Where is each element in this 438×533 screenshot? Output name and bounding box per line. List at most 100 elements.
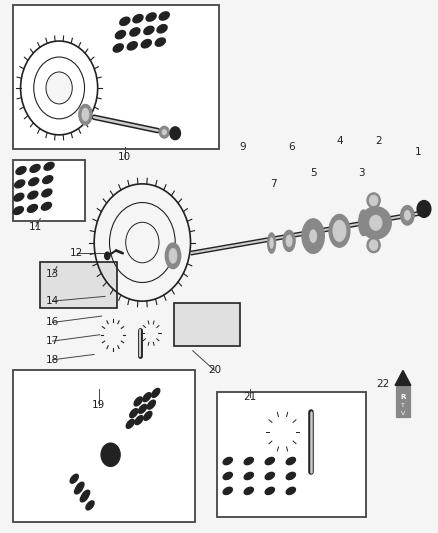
Ellipse shape xyxy=(223,457,233,465)
Text: 9: 9 xyxy=(240,142,247,151)
Ellipse shape xyxy=(76,482,84,491)
Ellipse shape xyxy=(157,25,167,33)
Ellipse shape xyxy=(367,238,380,253)
Ellipse shape xyxy=(82,108,89,121)
Ellipse shape xyxy=(86,501,94,510)
Circle shape xyxy=(126,222,159,263)
Text: 22: 22 xyxy=(377,379,390,389)
Ellipse shape xyxy=(265,487,275,495)
Ellipse shape xyxy=(265,472,275,480)
Text: 13: 13 xyxy=(46,270,59,279)
Ellipse shape xyxy=(42,203,51,210)
Text: T: T xyxy=(401,403,405,408)
Ellipse shape xyxy=(81,490,90,499)
Ellipse shape xyxy=(159,126,169,138)
Ellipse shape xyxy=(359,210,368,236)
Ellipse shape xyxy=(133,14,143,23)
Text: 6: 6 xyxy=(288,142,295,151)
Ellipse shape xyxy=(15,180,25,188)
Ellipse shape xyxy=(329,214,350,247)
Ellipse shape xyxy=(16,167,26,174)
Ellipse shape xyxy=(80,493,88,502)
Text: 20: 20 xyxy=(208,366,221,375)
Text: 12: 12 xyxy=(70,248,83,258)
Text: 3: 3 xyxy=(358,168,365,178)
Text: V: V xyxy=(401,410,405,416)
Ellipse shape xyxy=(29,178,39,185)
Ellipse shape xyxy=(74,485,83,494)
Bar xyxy=(217,392,366,517)
Ellipse shape xyxy=(120,17,130,26)
Circle shape xyxy=(101,443,120,466)
Ellipse shape xyxy=(113,44,124,52)
Bar xyxy=(13,160,85,221)
Ellipse shape xyxy=(360,207,391,239)
Ellipse shape xyxy=(138,405,147,414)
Ellipse shape xyxy=(367,193,380,208)
Ellipse shape xyxy=(134,397,142,406)
Circle shape xyxy=(46,72,72,104)
Circle shape xyxy=(369,195,378,206)
Ellipse shape xyxy=(286,235,292,247)
Ellipse shape xyxy=(105,252,110,260)
Ellipse shape xyxy=(147,400,155,409)
Ellipse shape xyxy=(286,487,296,495)
Ellipse shape xyxy=(152,389,160,398)
Text: 21: 21 xyxy=(243,392,256,402)
Bar xyxy=(174,303,240,346)
Text: 16: 16 xyxy=(46,318,59,327)
Ellipse shape xyxy=(127,42,138,50)
Ellipse shape xyxy=(286,457,296,465)
Text: 5: 5 xyxy=(310,168,317,178)
Ellipse shape xyxy=(144,26,154,35)
Text: R: R xyxy=(400,394,406,400)
Text: 14: 14 xyxy=(46,296,59,306)
Ellipse shape xyxy=(130,409,138,418)
Ellipse shape xyxy=(14,207,23,214)
Ellipse shape xyxy=(130,28,140,36)
Ellipse shape xyxy=(244,472,254,480)
Ellipse shape xyxy=(169,248,177,263)
Ellipse shape xyxy=(404,211,410,220)
Ellipse shape xyxy=(143,393,151,402)
Circle shape xyxy=(417,200,431,217)
Text: 18: 18 xyxy=(46,355,59,365)
Ellipse shape xyxy=(223,472,233,480)
Ellipse shape xyxy=(126,419,134,429)
Ellipse shape xyxy=(244,487,254,495)
Ellipse shape xyxy=(283,230,295,252)
Text: 4: 4 xyxy=(336,136,343,146)
Ellipse shape xyxy=(401,206,414,225)
Ellipse shape xyxy=(30,165,40,172)
Circle shape xyxy=(170,127,180,140)
Text: 10: 10 xyxy=(118,152,131,162)
Ellipse shape xyxy=(42,189,52,197)
Ellipse shape xyxy=(223,487,233,495)
Bar xyxy=(13,370,195,522)
Ellipse shape xyxy=(270,238,273,248)
Ellipse shape xyxy=(310,230,317,243)
Ellipse shape xyxy=(268,233,276,253)
Ellipse shape xyxy=(333,220,346,241)
Ellipse shape xyxy=(244,457,254,465)
Ellipse shape xyxy=(286,472,296,480)
Text: 17: 17 xyxy=(46,336,59,346)
Ellipse shape xyxy=(44,163,54,170)
Ellipse shape xyxy=(28,205,37,212)
Polygon shape xyxy=(395,370,411,385)
Bar xyxy=(40,262,117,308)
Ellipse shape xyxy=(302,219,324,253)
Ellipse shape xyxy=(14,193,24,201)
Ellipse shape xyxy=(166,243,180,269)
Ellipse shape xyxy=(146,13,156,21)
Ellipse shape xyxy=(79,104,92,125)
Ellipse shape xyxy=(43,176,53,183)
Ellipse shape xyxy=(70,474,78,483)
Ellipse shape xyxy=(135,416,143,425)
Text: 7: 7 xyxy=(270,179,277,189)
Text: 1: 1 xyxy=(415,147,422,157)
Text: 19: 19 xyxy=(92,400,105,410)
Ellipse shape xyxy=(115,30,126,39)
Circle shape xyxy=(369,240,378,251)
Ellipse shape xyxy=(370,215,382,230)
